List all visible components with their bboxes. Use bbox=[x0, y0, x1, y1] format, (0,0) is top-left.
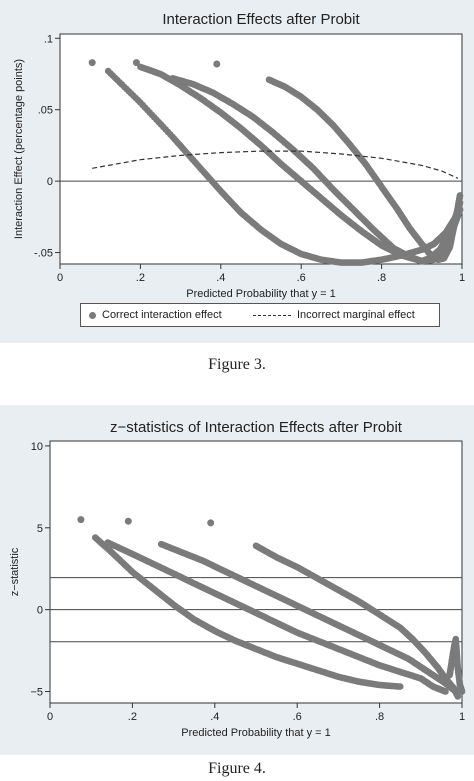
y-tick-label: 0 bbox=[47, 176, 53, 188]
y-tick-label: .05 bbox=[38, 105, 53, 117]
legend: Correct interaction effect Incorrect mar… bbox=[80, 303, 440, 327]
chart-1-svg: Interaction Effects after Probit 0 .2 .4 .6.… bbox=[13, 11, 465, 300]
legend-marker-dash bbox=[253, 314, 291, 316]
x-tick-label: 1 bbox=[459, 711, 465, 723]
x-tick-label: .4 bbox=[210, 711, 219, 723]
legend-label-incorrect: Incorrect marginal effect bbox=[297, 309, 415, 321]
x-tick-label: 0 bbox=[47, 711, 53, 723]
x-axis-label: Predicted Probability that y = 1 bbox=[186, 288, 336, 300]
x-tick-label: .2 bbox=[136, 272, 145, 284]
y-tick-label: 0 bbox=[37, 605, 43, 617]
data-point bbox=[207, 519, 215, 527]
chart-2-svg: z−statistics of Interaction Effects afte… bbox=[9, 419, 466, 739]
data-point bbox=[396, 683, 404, 690]
y-tick-label: −5 bbox=[30, 687, 43, 699]
data-point bbox=[456, 192, 464, 199]
data-point bbox=[124, 517, 132, 525]
legend-item-incorrect: Incorrect marginal effect bbox=[253, 309, 415, 321]
y-tick-label: 10 bbox=[31, 441, 43, 453]
chart-title: Interaction Effects after Probit bbox=[162, 11, 360, 28]
data-point bbox=[442, 688, 449, 695]
x-tick-label: .4 bbox=[216, 272, 225, 284]
y-tick-label: -.05 bbox=[34, 248, 53, 260]
x-axis-label: Predicted Probability that y = 1 bbox=[181, 727, 331, 739]
data-point bbox=[213, 60, 221, 68]
x-tick-label: .8 bbox=[375, 711, 384, 723]
x-tick-label: 0 bbox=[57, 272, 63, 284]
figure-caption-3: Figure 3. bbox=[208, 356, 266, 373]
y-axis-label: Interaction Effect (percentage points) bbox=[13, 59, 25, 239]
legend-item-correct: Correct interaction effect bbox=[89, 309, 222, 321]
x-tick-label: .6 bbox=[297, 272, 306, 284]
x-tick-label: .6 bbox=[293, 711, 302, 723]
figure-caption-4: Figure 4. bbox=[208, 760, 266, 777]
y-axis-label: z−statistic bbox=[9, 547, 21, 596]
data-point bbox=[132, 59, 140, 67]
chart-panel-1: Interaction Effects after Probit 0 .2 .4 .6.… bbox=[0, 0, 474, 343]
data-point bbox=[77, 516, 85, 524]
x-tick-label: .8 bbox=[377, 272, 386, 284]
y-tick-label: .1 bbox=[44, 33, 53, 45]
series-dashed-line bbox=[92, 150, 459, 179]
series-scatter bbox=[77, 516, 466, 700]
x-tick-label: 1 bbox=[459, 272, 465, 284]
legend-marker-dot bbox=[89, 311, 96, 319]
data-point bbox=[458, 688, 466, 695]
chart-title: z−statistics of Interaction Effects afte… bbox=[110, 419, 403, 436]
data-point bbox=[88, 59, 96, 67]
data-point bbox=[454, 693, 462, 700]
series-scatter bbox=[88, 59, 464, 266]
legend-label-correct: Correct interaction effect bbox=[102, 309, 222, 321]
y-tick-label: 5 bbox=[37, 523, 43, 535]
x-tick-label: .2 bbox=[128, 711, 137, 723]
chart-panel-2: z−statistics of Interaction Effects afte… bbox=[0, 405, 474, 755]
plot-area bbox=[49, 440, 463, 704]
